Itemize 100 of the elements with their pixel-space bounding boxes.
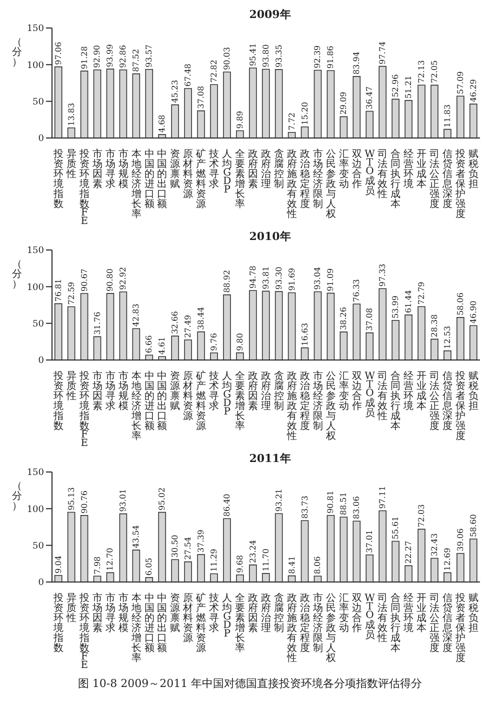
y-tick-label: 100: [26, 60, 44, 71]
x-tick-label: 政治稳定程度: [300, 371, 310, 432]
x-tick-label: 中国的进口额: [144, 148, 154, 210]
bar: [469, 538, 478, 582]
data-label: 53.99: [391, 296, 400, 318]
x-tick-label: 政府施政有效性: [286, 149, 297, 220]
x-tick-label: 经营环境: [402, 592, 414, 634]
bar: [469, 325, 478, 360]
bar: [314, 291, 322, 360]
bar: [210, 84, 218, 138]
data-label: 9.04: [54, 556, 63, 574]
bar: [352, 520, 361, 582]
x-tick-label: 双边合作: [350, 371, 362, 412]
bar: [223, 518, 231, 582]
data-label: 28.38: [430, 314, 439, 338]
bar: [67, 306, 76, 360]
x-tick-label: 中国的出口额: [157, 592, 168, 654]
y-tick-label: 150: [26, 468, 44, 478]
x-tick-label: 原材料资源: [182, 593, 194, 644]
data-label: 4.61: [158, 336, 167, 355]
x-tick-label: 本地经济增长率: [130, 592, 142, 664]
bar: [249, 290, 257, 360]
x-tick-label: 市场经济限制: [312, 370, 323, 432]
data-label: 83.94: [352, 52, 362, 74]
bar: [326, 292, 335, 360]
x-tick-label: 政府施政有效性: [286, 593, 297, 664]
caption: 图 10-8 2009～2011 年中国对德国直接投资环境各分项指数评估得分: [76, 676, 424, 692]
bar: [106, 572, 114, 582]
x-tick-label: 政府治理: [261, 593, 271, 634]
bar: [223, 294, 231, 360]
bar: [300, 520, 309, 582]
data-label: 51.21: [404, 76, 414, 98]
bar: [145, 68, 154, 138]
x-tick-label: 赋税负担: [468, 592, 479, 634]
bar: [223, 72, 231, 138]
data-label: 92.92: [118, 266, 128, 290]
bar: [340, 332, 348, 360]
data-label: 9.68: [235, 555, 244, 573]
bar: [54, 303, 62, 360]
x-tick-label: 矿产燃料资源: [195, 370, 206, 432]
x-tick-label: 中国的出口额: [157, 370, 168, 432]
x-tick-label: 市场寻求: [104, 592, 116, 634]
data-label: 91.09: [326, 268, 336, 292]
x-tick-label: 开业成本: [416, 371, 427, 412]
bar: [249, 564, 257, 582]
data-label: 86.40: [222, 494, 232, 517]
bar: [145, 577, 154, 582]
data-label: 72.03: [417, 504, 426, 528]
bar: [262, 290, 270, 360]
bar: [184, 561, 192, 582]
x-tick-label: 技术寻求: [208, 370, 220, 412]
data-label: 9.80: [235, 333, 244, 351]
x-tick-label: 异质性: [65, 371, 76, 402]
data-label: 15.20: [300, 102, 310, 125]
bar: [418, 306, 426, 360]
data-label: 39.06: [456, 528, 465, 552]
data-label: 12.69: [442, 548, 452, 571]
x-tick-label: 政府施政有效性: [286, 371, 297, 442]
data-label: 93.30: [274, 266, 284, 290]
x-tick-label: 市场寻求: [104, 148, 116, 190]
data-label: 91.28: [80, 46, 89, 70]
x-tick-label: 司法公正强度: [430, 371, 440, 432]
bar: [106, 68, 114, 138]
x-tick-label: 全要素增长率: [234, 370, 246, 432]
bar: [236, 130, 244, 138]
x-tick-label: 合同执行成本: [390, 148, 401, 210]
x-tick-label: 贪腐控制: [274, 148, 284, 190]
bar: [366, 332, 374, 360]
x-tick-label: 贪腐控制: [274, 370, 284, 412]
bar: [158, 134, 166, 138]
data-label: 30.50: [170, 534, 180, 558]
bar: [314, 576, 322, 582]
x-tick-label: 市场经济限制: [312, 148, 323, 210]
x-tick-label: WTO成员: [364, 593, 376, 641]
x-tick-label: 投资者保护强度: [454, 592, 466, 664]
data-label: 37.08: [365, 308, 374, 331]
bar: [106, 293, 114, 360]
x-tick-label: 原材料资源: [182, 371, 194, 422]
bar: [119, 513, 128, 582]
x-tick-label: 技术寻求: [208, 148, 220, 190]
data-label: 76.33: [352, 279, 362, 302]
bar: [197, 331, 205, 360]
data-label: 22.27: [404, 540, 414, 564]
data-label: 27.49: [184, 314, 193, 338]
data-label: 72.59: [66, 282, 76, 305]
data-label: 97.06: [54, 42, 63, 65]
x-tick-label: 赋税负担: [468, 148, 479, 190]
bar: [197, 554, 205, 582]
bar: [444, 128, 452, 138]
data-label: 4.68: [158, 114, 167, 133]
bar: [171, 336, 179, 360]
data-label: 13.83: [66, 102, 76, 126]
bar: [352, 304, 361, 360]
y-axis-title: （分）: [12, 37, 22, 68]
bar: [378, 288, 386, 360]
bar: [236, 352, 244, 360]
x-tick-label: 司法公正强度: [430, 593, 440, 654]
bar: [392, 320, 400, 360]
bar: [171, 559, 179, 582]
bar: [184, 339, 192, 360]
